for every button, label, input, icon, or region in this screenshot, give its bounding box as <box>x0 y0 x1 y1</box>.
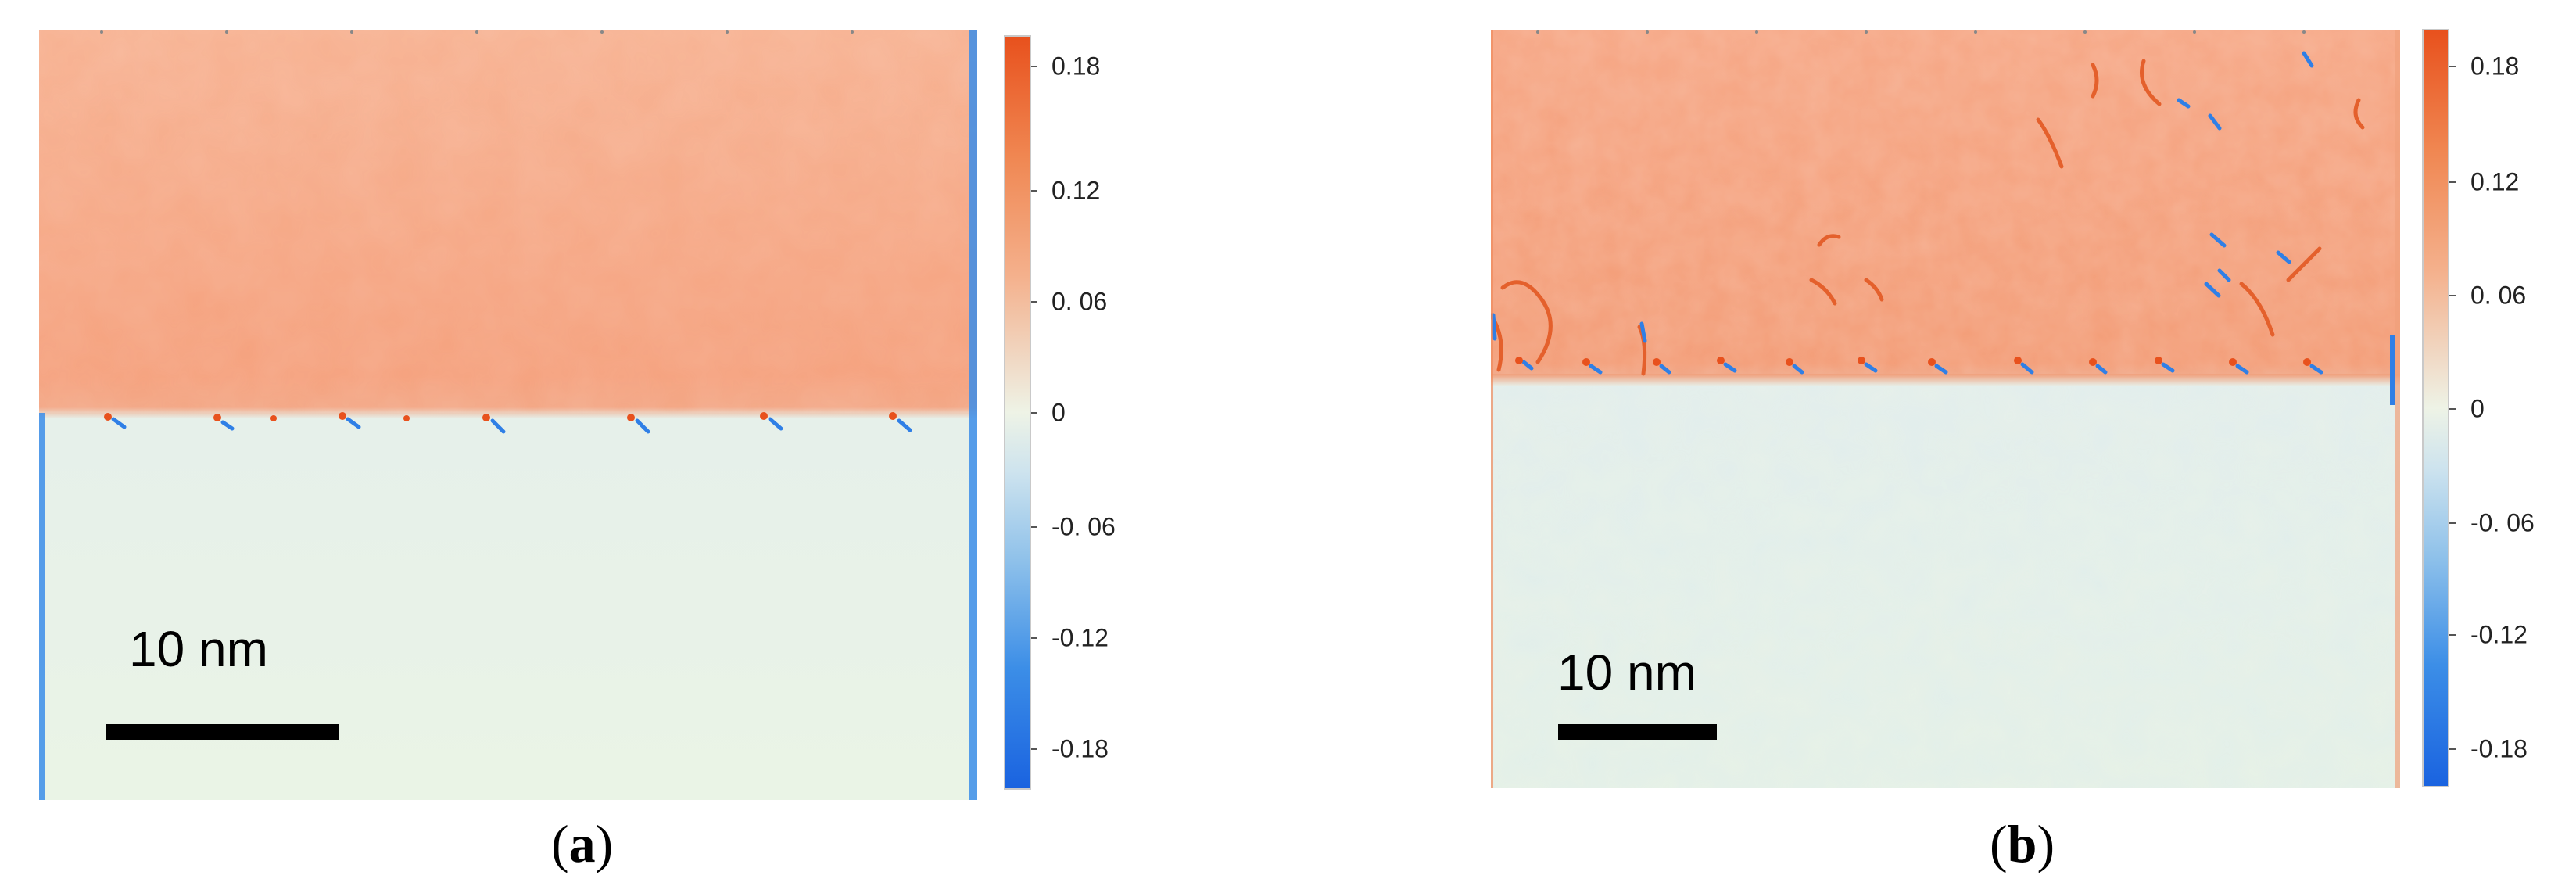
colorbar-tick-a-6: -0.18 <box>1052 734 1109 763</box>
scale-bar-label-b: 10 nm <box>1557 644 1696 701</box>
colorbar-tick-b-5: -0.12 <box>2470 620 2528 649</box>
colorbar-tick-b-4: -0. 06 <box>2470 508 2535 537</box>
scale-bar-line-a <box>106 724 339 740</box>
colorbar-tick-a-5: -0.12 <box>1052 623 1109 652</box>
strain-map-a: 10 nm <box>39 30 977 800</box>
strain-field-a <box>39 30 977 800</box>
interface-dislocations-a <box>104 412 912 434</box>
panel-a: 10 nm 0.18 0.12 0. 06 0 -0. 06 -0.12 -0.… <box>39 30 1116 873</box>
colorbar-gradient-b <box>2424 30 2448 786</box>
colorbar-tick-a-3: 0 <box>1052 398 1066 427</box>
defect-lines-b <box>1491 51 2365 376</box>
strain-map-b: 10 nm <box>1491 30 2400 788</box>
colorbar-tick-b-3: 0 <box>2470 394 2485 423</box>
colorbar-b <box>2422 29 2449 787</box>
top-edge-marks-a <box>100 30 854 34</box>
colorbar-tick-a-2: 0. 06 <box>1052 287 1108 316</box>
scale-bar-line-b <box>1558 724 1717 740</box>
caption-a: (a) <box>551 814 614 873</box>
colorbar-gradient-a <box>1005 37 1030 788</box>
panel-b: 10 nm 0.18 0.12 0. 06 0 -0. 06 -0.12 -0.… <box>1450 0 2576 893</box>
colorbar-tick-b-0: 0.18 <box>2470 52 2520 81</box>
colorbar-tick-b-6: -0.18 <box>2470 734 2528 763</box>
top-edge-marks-b <box>1536 30 2306 34</box>
strain-field-b <box>1491 30 2400 788</box>
caption-b: (b) <box>1990 814 2055 873</box>
scale-bar-label-a: 10 nm <box>129 621 268 677</box>
colorbar-a <box>1004 35 1031 790</box>
colorbar-tick-b-1: 0.12 <box>2470 167 2520 196</box>
interface-dislocations-b <box>1515 357 2323 375</box>
colorbar-tick-a-4: -0. 06 <box>1052 512 1116 541</box>
colorbar-tick-a-0: 0.18 <box>1052 52 1101 81</box>
colorbar-tick-a-1: 0.12 <box>1052 176 1101 205</box>
colorbar-tick-b-2: 0. 06 <box>2470 281 2527 310</box>
